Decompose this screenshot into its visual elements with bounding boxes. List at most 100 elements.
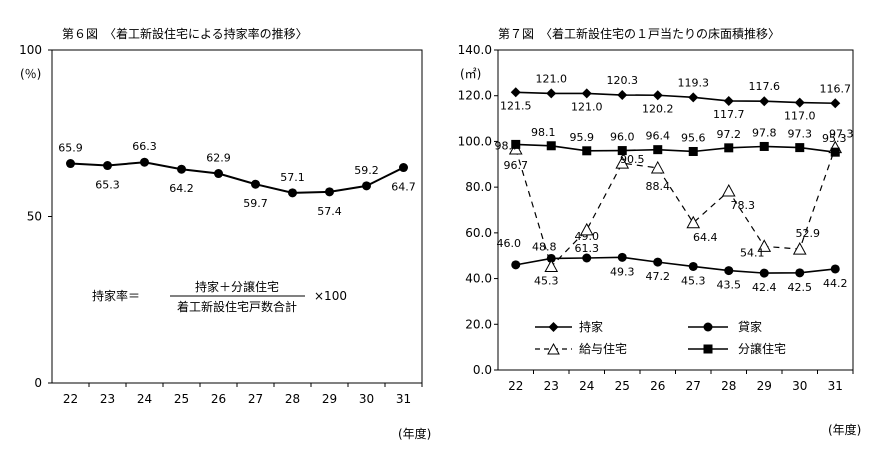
chart6-point [177,164,186,174]
chart7-owner-point [510,87,521,98]
chart7-rental-data-label: 47.2 [646,270,671,283]
chart7-rental-point [653,257,663,267]
chart7-owner-data-label: 121.0 [536,72,568,85]
chart7-owner-point [581,88,592,99]
legend-label-rental: 貸家 [738,319,762,334]
legend-label-owner: 持家 [579,319,603,334]
chart6-y-tick-label: 50 [27,210,42,224]
chart7-rental-data-label: 43.5 [717,279,742,292]
chart6-data-label: 57.4 [317,205,342,218]
legend-square-marker [703,344,713,354]
chart7-rental-data-label: 42.5 [788,281,813,294]
chart7-condo-point [688,146,698,156]
chart7-issued-data-label: 97.3 [829,128,854,141]
chart7-y-tick-label: 0.0 [473,363,492,377]
chart7-rental-point [546,253,556,263]
chart6-y-tick-label: 0 [34,376,42,390]
chart7-y-tick-label: 20.0 [465,317,492,331]
chart7-owner-point [723,95,734,106]
chart6-data-label: 64.7 [391,181,416,194]
chart7-x-tick-label: 25 [615,379,630,393]
chart7-condo-data-label: 95.9 [570,131,595,144]
chart6-formula: 持家率＝ 持家＋分譲住宅 着工新設住宅戸数合計 ×100 [92,279,347,314]
chart6-point [325,187,334,197]
chart7-rental-data-label: 44.2 [823,277,848,290]
chart7-condo-data-label: 98.7 [495,139,520,152]
chart7-owner-data-label: 117.7 [713,108,745,121]
chart7-y-tick-label: 140.0 [458,43,492,57]
chart6-data-label: 59.7 [243,197,268,210]
chart6-x-tick-label: 27 [248,392,263,406]
chart7-x-tick-label: 28 [721,379,736,393]
chart7-condo-point [830,147,840,157]
chart6-y-tick-label: 100 [19,43,42,57]
chart7-condo-data-label: 95.6 [681,131,706,144]
chart7-issued-data-label: 90.5 [620,153,645,166]
chart6-point [103,161,112,171]
chart7-condo-point [724,143,734,153]
chart7-condo-point [511,139,521,149]
chart7-owner-line [515,91,836,105]
legend-triangle-marker [547,342,560,355]
chart7-rental-data-label: 45.3 [681,274,706,287]
chart7-legend: 持家 貸家 給与住宅 分譲住宅 [535,319,786,356]
chart7-rental-point [511,260,521,270]
chart6-point [66,159,75,169]
chart6-x-tick-label: 23 [100,392,115,406]
formula-lhs: 持家率＝ [92,288,140,303]
chart7-issued-data-label: 54.1 [740,246,765,259]
chart7-rental-data-label: 49.0 [575,230,600,243]
chart7-condo-data-label: 98.1 [531,126,556,139]
chart7-rental-data-label: 48.8 [532,240,557,253]
chart7-owner-point [617,90,628,101]
chart7-issued-data-label: 88.4 [646,180,671,193]
chart7-issued-point [757,239,772,252]
chart7-y-tick-label: 120.0 [458,89,492,103]
chart6-x-unit: (年度) [398,426,431,441]
chart7-rental-data-label: 49.3 [610,265,635,278]
chart7-x-tick-label: 30 [792,379,807,393]
chart7-condo-point [617,146,627,156]
chart6-data-label: 59.2 [354,164,379,177]
chart7-condo-data-label: 97.3 [788,128,813,141]
chart7-rental-point [830,264,840,274]
chart7-issued-data-label: 64.4 [693,231,718,244]
chart7-issued-point [544,259,559,272]
chart7-owner-point [759,96,770,107]
chart7-owner-point [652,90,663,101]
chart6-x-tick-label: 29 [322,392,337,406]
chart7-owner-data-label: 117.0 [784,110,816,123]
chart6-data-label: 65.9 [58,142,83,155]
chart7-rental-point [795,268,805,278]
chart7-rental-data-label: 46.0 [497,237,522,250]
chart7-x-tick-label: 26 [650,379,665,393]
chart6-point [288,188,297,198]
chart6-title: 第６図 〈着工新設住宅による持家率の推移〉 [62,26,308,41]
chart7-condo-point [653,145,663,155]
chart7-owner-point [830,98,841,109]
chart7-condo-data-label: 96.4 [646,130,671,143]
formula-denominator: 着工新設住宅戸数合計 [177,299,297,314]
chart7-owner-point [688,92,699,103]
chart7-rental-point [724,266,734,276]
chart6-x-tick-label: 22 [63,392,78,406]
legend-circle-marker [703,322,713,332]
chart7-issued-data-label: 45.3 [534,274,559,287]
chart7-owner-point [794,97,805,108]
chart7-owner-data-label: 119.3 [678,76,710,89]
chart7-issued-line [515,147,836,268]
chart7-condo-line [515,143,836,153]
chart6-point [214,169,223,179]
chart6-point [399,163,408,173]
chart6-x-tick-label: 25 [174,392,189,406]
chart6-x-tick-label: 26 [211,392,226,406]
chart6-data-label: 64.2 [169,182,194,195]
chart6-x-tick-label: 30 [359,392,374,406]
chart7-y-tick-label: 40.0 [465,272,492,286]
chart7-issued-data-label: 96.7 [504,159,529,172]
chart7-owner-data-label: 116.7 [820,82,852,95]
chart7-issued-data-label: 52.9 [796,227,821,240]
chart7-issued-point [579,222,594,236]
chart7-owner-data-label: 120.3 [607,74,639,87]
chart6-x-tick-label: 28 [285,392,300,406]
